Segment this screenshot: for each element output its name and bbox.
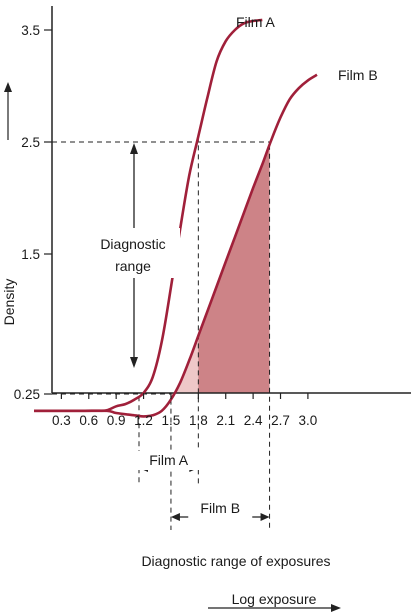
diagnostic-range-arrow-down-head [130, 357, 138, 368]
film-a-range-label: Film A [149, 452, 189, 468]
y-tick-label-0.25: 0.25 [14, 387, 40, 402]
film-b-range-arrow-left-head [170, 513, 180, 521]
x-tick-label-2.4: 2.4 [244, 413, 263, 428]
film-a-curve-label: Film A [236, 14, 276, 30]
x-tick-label-1.2: 1.2 [134, 413, 153, 428]
chart-caption: Diagnostic range of exposures [141, 553, 330, 569]
y-axis-arrow-head [4, 82, 12, 92]
x-tick-label-2.7: 2.7 [271, 413, 290, 428]
y-axis-label: Density [1, 279, 17, 326]
x-axis-label: Log exposure [232, 591, 317, 607]
y-tick-label-2.5: 2.5 [21, 135, 40, 150]
film-b-curve [34, 73, 318, 418]
x-tick-label-0.3: 0.3 [52, 413, 71, 428]
x-tick-label-1.5: 1.5 [162, 413, 181, 428]
x-axis-arrow-head [331, 604, 341, 612]
film-b-diagnostic-area [170, 144, 270, 400]
film-b-range-arrow-right-head [260, 513, 270, 521]
y-tick-label-3.5: 3.5 [21, 23, 40, 38]
film-b-curve-label: Film B [338, 67, 378, 83]
y-tick-label-1.5: 1.5 [21, 247, 40, 262]
diagnostic-range-arrow-up-head [130, 143, 138, 154]
x-tick-label-0.9: 0.9 [107, 413, 126, 428]
x-tick-label-0.6: 0.6 [79, 413, 98, 428]
film-b-range-label: Film B [200, 500, 240, 516]
x-tick-label-3.0: 3.0 [299, 413, 318, 428]
x-tick-label-2.1: 2.1 [216, 413, 235, 428]
diagnostic-range-label-line1: Diagnostic [100, 236, 165, 252]
x-tick-label-1.8: 1.8 [189, 413, 208, 428]
film-b-toe-area [170, 335, 199, 400]
diagnostic-range-label-line2: range [115, 258, 151, 274]
film-a-curve [34, 18, 263, 413]
